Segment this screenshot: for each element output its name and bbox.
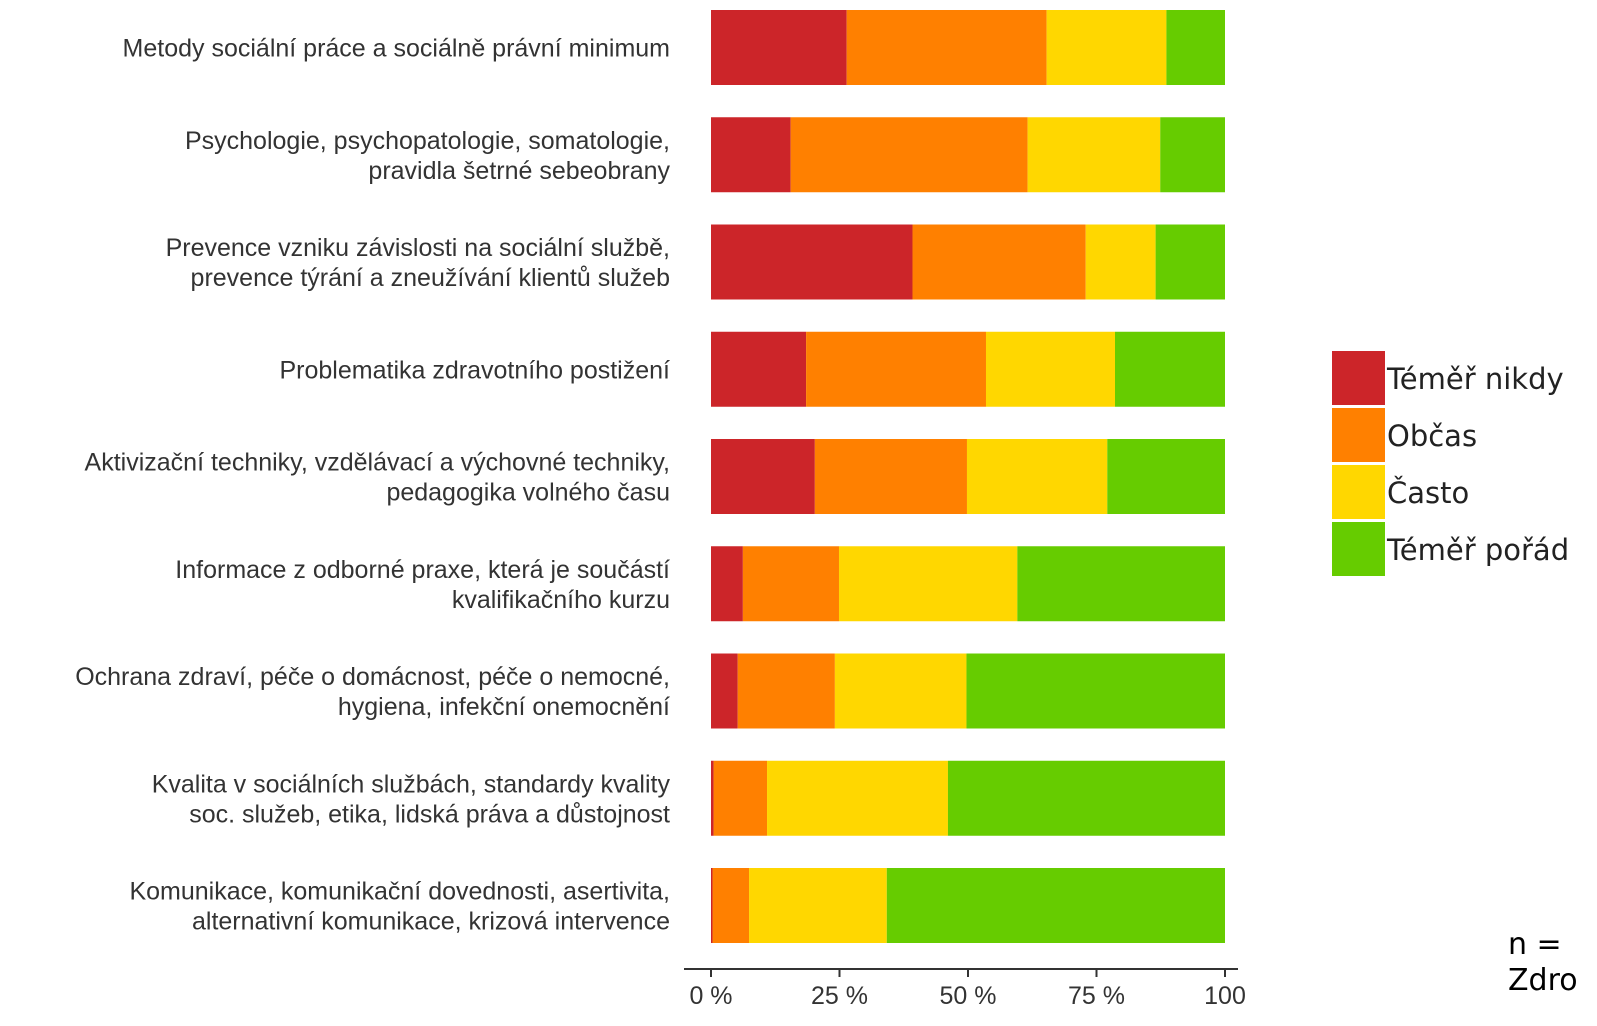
bar-segment: [790, 117, 1028, 193]
bar-segment: [712, 868, 750, 943]
category-label: kvalifikačního kurzu: [452, 586, 670, 614]
bar-segment: [838, 546, 1018, 622]
bar-segment: [966, 439, 1108, 514]
legend-swatch: [1332, 351, 1385, 405]
bar-segment: [749, 868, 887, 943]
legend-label: Často: [1387, 476, 1469, 510]
bar-segment: [767, 760, 948, 836]
category-label: hygiena, infekční onemocnění: [338, 693, 670, 721]
bar-segment: [737, 653, 835, 729]
source-note: Zdro: [1508, 963, 1578, 998]
category-label: Kvalita v sociálních službách, standardy…: [152, 770, 671, 798]
bar-segment: [1085, 224, 1156, 300]
bars-group: [711, 10, 1225, 943]
bar-segment: [1115, 331, 1225, 407]
x-tick-label: 25 %: [811, 982, 868, 1010]
bar-segment: [806, 331, 986, 407]
bar-segment: [711, 760, 714, 836]
bar-segment: [1046, 10, 1167, 85]
bar-segment: [985, 331, 1115, 407]
category-label: Informace z odborné praxe, která je souč…: [175, 556, 670, 584]
legend: Téměř nikdy Občas Často Téměř pořád: [1332, 351, 1569, 576]
bar-segment: [713, 760, 768, 836]
bar-segment: [711, 653, 738, 729]
category-label: Aktivizační techniky, vzdělávací a výcho…: [85, 449, 670, 477]
bar-segment: [711, 117, 791, 193]
bar-segment: [966, 653, 1225, 729]
category-label: Ochrana zdraví, péče o domácnost, péče o…: [75, 663, 670, 691]
bar-segment: [886, 868, 1225, 943]
category-label: Komunikace, komunikační dovednosti, aser…: [129, 878, 670, 906]
category-label: Prevence vzniku závislosti na sociální s…: [166, 234, 670, 262]
x-tick-label: 100: [1204, 982, 1246, 1010]
bar-segment: [711, 10, 847, 85]
bar-segment: [742, 546, 839, 622]
category-label: pedagogika volného času: [386, 479, 670, 507]
bar-segment: [711, 546, 743, 622]
bar-segment: [912, 224, 1086, 300]
bar-segment: [711, 439, 815, 514]
category-label: alternativní komunikace, krizová interve…: [192, 908, 670, 936]
category-label: prevence týrání a zneužívání klientů slu…: [191, 264, 670, 292]
bar-segment: [1160, 117, 1225, 193]
x-tick-label: 50 %: [940, 982, 997, 1010]
category-labels: Metody sociální práce a sociálně právní …: [75, 35, 670, 936]
legend-swatch: [1332, 465, 1385, 519]
category-label: pravidla šetrné sebeobrany: [368, 157, 670, 185]
bar-segment: [814, 439, 967, 514]
x-axis: 0 % 25 % 50 % 75 % 100: [684, 968, 1246, 1010]
category-label: Psychologie, psychopatologie, somatologi…: [185, 127, 670, 155]
bar-segment: [711, 224, 913, 300]
bar-segment: [834, 653, 967, 729]
bar-segment: [1027, 117, 1161, 193]
x-tick-label: 0 %: [689, 982, 732, 1010]
legend-swatch: [1332, 408, 1385, 462]
legend-swatch: [1332, 522, 1385, 576]
bar-segment: [947, 760, 1225, 836]
bar-segment: [1166, 10, 1225, 85]
category-label: Metody sociální práce a sociálně právní …: [123, 35, 670, 63]
category-label: soc. služeb, etika, lidská práva a důsto…: [189, 800, 670, 828]
bar-segment: [1017, 546, 1225, 622]
bar-segment: [711, 868, 713, 943]
bar-segment: [711, 331, 807, 407]
bar-segment: [1155, 224, 1225, 300]
legend-label: Občas: [1387, 419, 1477, 453]
bar-segment: [1107, 439, 1225, 514]
x-tick-label: 75 %: [1068, 982, 1125, 1010]
legend-label: Téměř nikdy: [1386, 362, 1564, 396]
bar-segment: [846, 10, 1047, 85]
sample-size-note: n =: [1508, 927, 1562, 962]
category-label: Problematika zdravotního postižení: [280, 356, 671, 384]
legend-label: Téměř pořád: [1386, 533, 1569, 567]
